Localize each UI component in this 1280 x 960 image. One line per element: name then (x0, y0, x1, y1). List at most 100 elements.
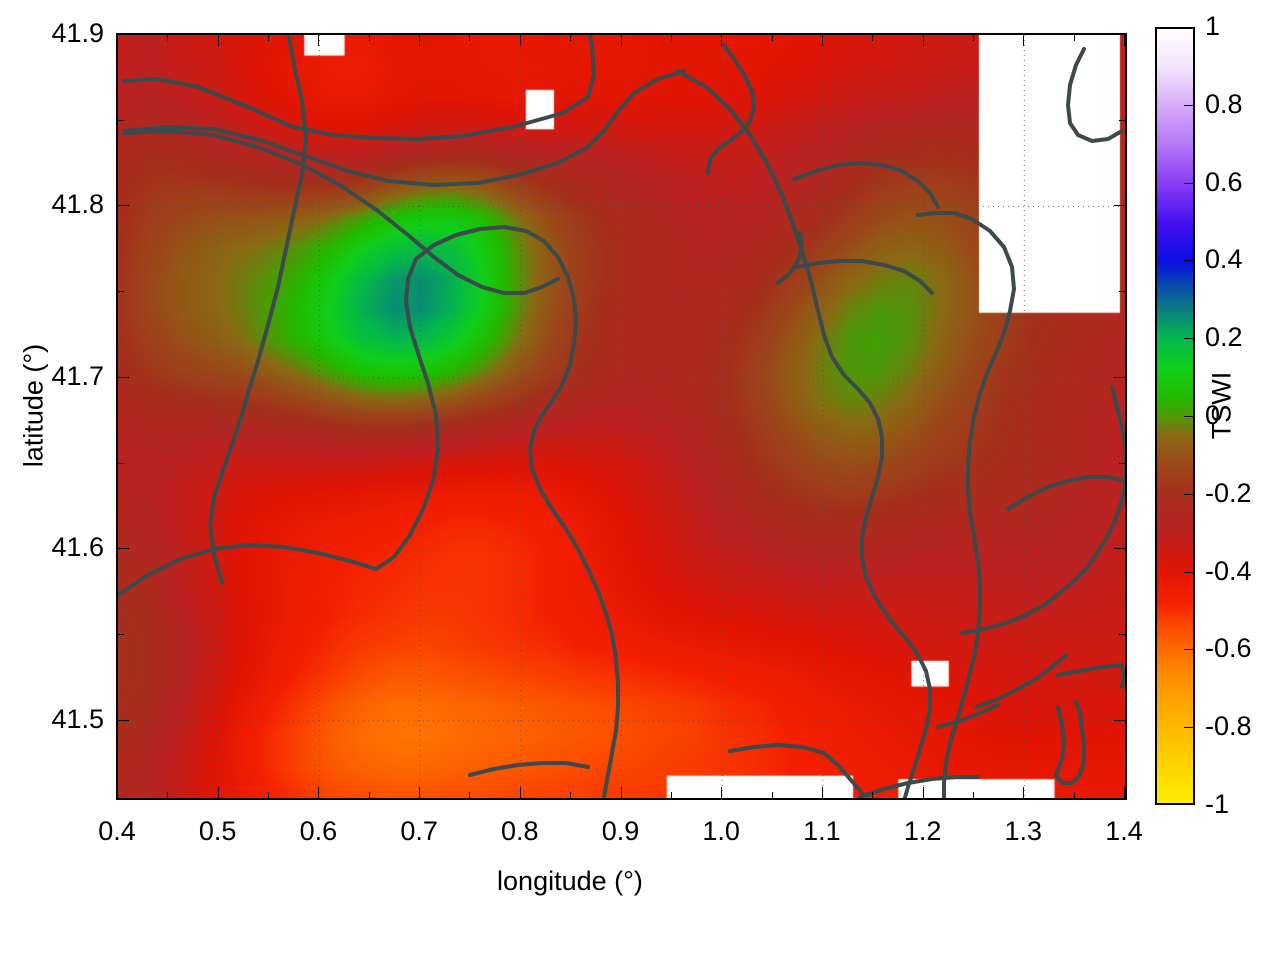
x-major-tick (1124, 787, 1125, 799)
x-minor-tick-top (670, 34, 672, 41)
x-major-tick (922, 787, 924, 799)
y-tick-label: 41.7 (51, 360, 104, 391)
x-tick-label: 1.1 (803, 816, 841, 846)
x-axis-title: longitude (°) (497, 866, 643, 896)
x-minor-tick-top (167, 34, 169, 41)
y-tick-label: 41.5 (51, 703, 104, 734)
y-major-tick (117, 205, 129, 207)
x-minor-tick (972, 792, 974, 799)
colorbar-tick (1184, 183, 1195, 184)
x-minor-tick-top (972, 34, 974, 41)
colorbar-tick-label: -1 (1205, 789, 1230, 819)
colorbar-tick-label: 0.8 (1205, 89, 1243, 119)
x-major-tick (620, 787, 622, 799)
y-minor-tick-right (1119, 119, 1126, 121)
x-tick-label: 0.6 (299, 816, 338, 846)
colorbar-tick-label: 1 (1205, 11, 1221, 41)
x-minor-tick (167, 792, 169, 799)
colorbar-tick-label: -0.2 (1205, 478, 1252, 508)
x-minor-tick-top (570, 34, 572, 41)
x-tick-label: 0.5 (198, 816, 237, 846)
x-major-tick-top (117, 34, 118, 46)
x-major-tick-top (821, 34, 823, 46)
x-major-tick-top (519, 34, 521, 46)
y-major-tick-right (1114, 205, 1126, 207)
colorbar-tick-label: -0.4 (1205, 556, 1252, 586)
x-minor-tick-top (771, 34, 773, 41)
x-minor-tick-top (469, 34, 471, 41)
x-major-tick-top (1023, 34, 1025, 46)
x-major-tick (117, 787, 118, 799)
y-tick-label: 41.6 (51, 532, 104, 563)
colorbar-tick-label: -0.6 (1205, 633, 1252, 663)
colorbar-tick (1184, 727, 1195, 728)
contour-lines (118, 35, 1125, 798)
colorbar-tick-label: 0 (1205, 400, 1221, 430)
x-major-tick (821, 787, 823, 799)
y-minor-tick (117, 634, 124, 636)
x-tick-label: 0.4 (98, 816, 136, 846)
y-minor-tick-right (1119, 291, 1126, 293)
x-tick-label: 1.3 (1004, 816, 1043, 846)
x-minor-tick (670, 792, 672, 799)
x-major-tick (318, 787, 320, 799)
y-minor-tick (117, 462, 124, 464)
x-major-tick (519, 787, 521, 799)
x-tick-label: 1.4 (1105, 816, 1143, 846)
x-tick-label: 1.2 (903, 816, 942, 846)
y-major-tick (117, 376, 129, 378)
x-major-tick-top (922, 34, 924, 46)
x-major-tick (419, 787, 421, 799)
colorbar-tick (1184, 572, 1195, 573)
y-axis-title: latitude (°) (18, 343, 49, 468)
x-major-tick (721, 787, 723, 799)
x-major-tick-top (721, 34, 723, 46)
x-major-tick (217, 787, 219, 799)
y-major-tick (117, 719, 129, 721)
colorbar-tick-label: 0.2 (1205, 322, 1243, 352)
x-major-tick (1023, 787, 1025, 799)
colorbar-title: TSWI (1206, 371, 1237, 440)
x-minor-tick-top (1073, 34, 1075, 41)
x-major-tick-top (217, 34, 219, 46)
x-tick-label: 0.9 (601, 816, 640, 846)
x-minor-tick (771, 792, 773, 799)
y-major-tick-right (1114, 719, 1126, 721)
x-tick-label: 0.8 (501, 816, 539, 846)
x-major-tick-top (620, 34, 622, 46)
y-major-tick (117, 34, 129, 35)
y-major-tick (117, 548, 129, 550)
x-tick-label: 1.0 (702, 816, 740, 846)
colorbar-tick (1184, 260, 1195, 261)
y-major-tick-right (1114, 376, 1126, 378)
x-tick-label: 0.7 (400, 816, 438, 846)
y-major-tick-right (1114, 34, 1126, 35)
x-major-tick-top (419, 34, 421, 46)
x-minor-tick (872, 792, 874, 799)
x-minor-tick (368, 792, 370, 799)
y-tick-label: 41.8 (51, 189, 104, 220)
x-major-tick-top (1124, 34, 1125, 46)
y-minor-tick (117, 119, 124, 121)
y-minor-tick-right (1119, 462, 1126, 464)
colorbar-tick-label: 0.6 (1205, 167, 1243, 197)
colorbar-tick (1184, 338, 1195, 339)
colorbar-tick-label: 0.4 (1205, 244, 1243, 274)
colorbar-tick (1184, 649, 1195, 650)
x-minor-tick-top (872, 34, 874, 41)
colorbar-tick (1184, 416, 1195, 417)
x-major-tick-top (318, 34, 320, 46)
y-major-tick-right (1114, 548, 1126, 550)
colorbar[interactable] (1155, 27, 1195, 805)
colorbar-tick (1184, 494, 1195, 495)
x-minor-tick (469, 792, 471, 799)
y-tick-label: 41.9 (51, 18, 104, 48)
x-minor-tick (268, 792, 270, 799)
heatmap-plot-area[interactable] (116, 33, 1127, 800)
grid-lines (118, 35, 1125, 798)
y-minor-tick (117, 291, 124, 293)
x-minor-tick (570, 792, 572, 799)
x-minor-tick (1073, 792, 1075, 799)
x-minor-tick-top (268, 34, 270, 41)
